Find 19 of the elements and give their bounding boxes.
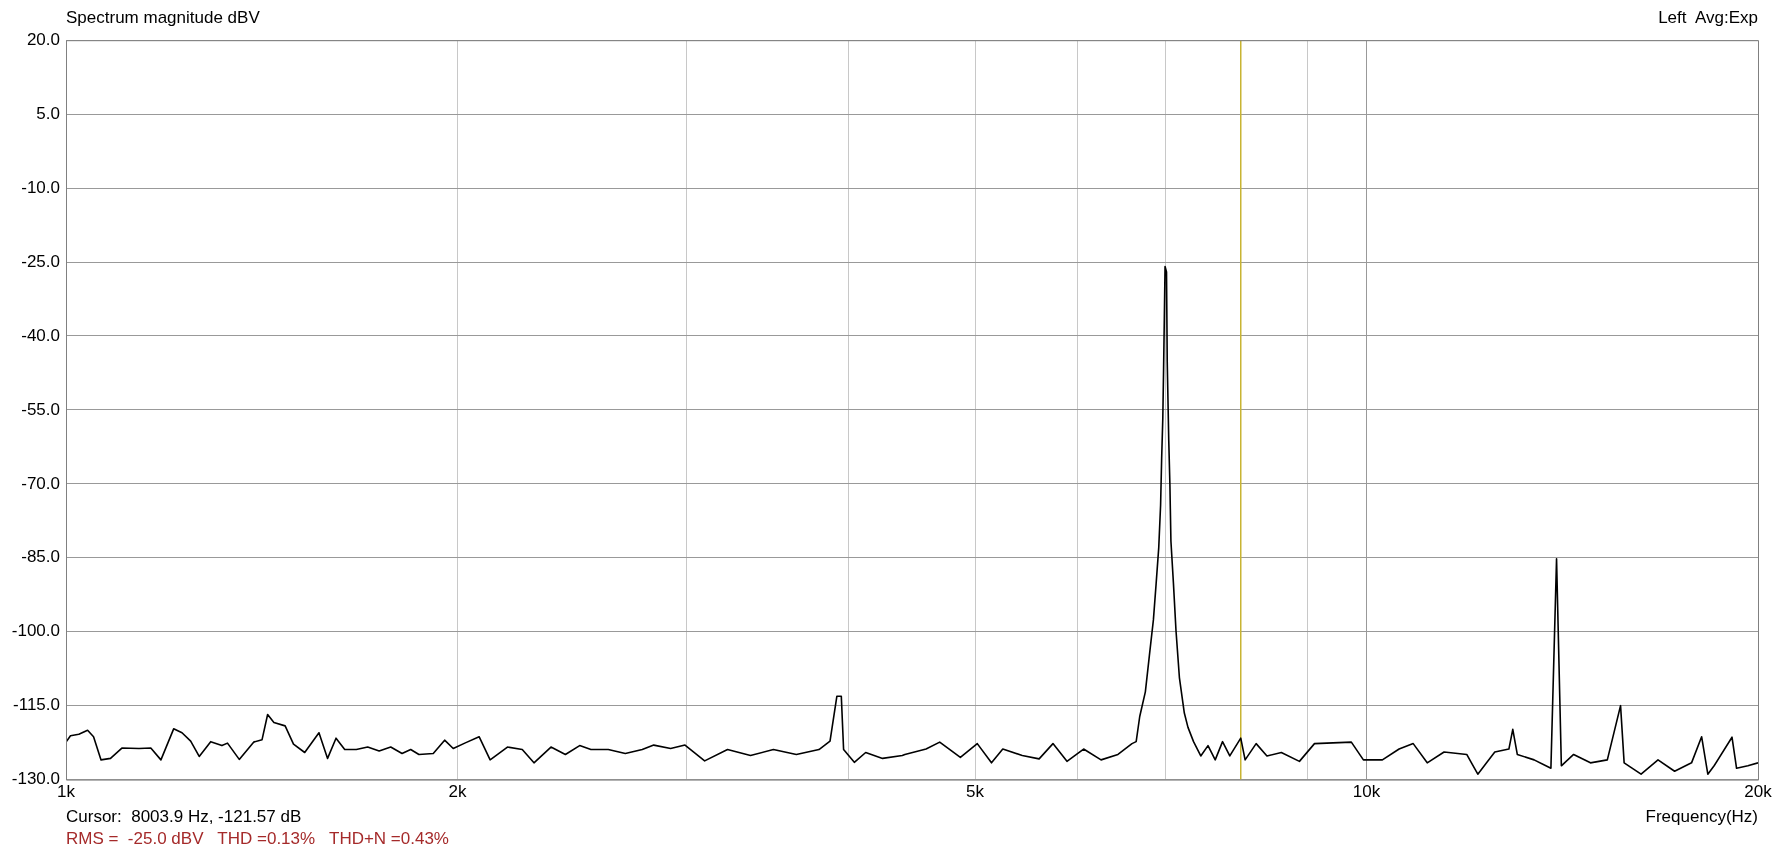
chart-title: Spectrum magnitude dBV (66, 8, 260, 29)
y-tick-label: -115.0 (13, 695, 60, 715)
y-tick-label: 20.0 (26, 29, 60, 49)
y-tick-label: -25.0 (21, 251, 60, 271)
text: Left Avg:Exp (1658, 8, 1758, 29)
y-tick-label: -100.0 (11, 621, 60, 641)
text: RMS = -25.0 dBV THD =0.13% THD+N =0.43% (66, 828, 449, 850)
y-tick-label: -10.0 (21, 177, 60, 197)
y-tick-label: -55.0 (21, 399, 60, 419)
text: Cursor: 8003.9 Hz, -121.57 dB (66, 806, 303, 828)
y-tick-label: -40.0 (21, 325, 60, 345)
x-tick-label: 2k (448, 782, 467, 802)
x-tick-label: 20k (1744, 782, 1773, 802)
x-axis-title: Frequency(Hz) (1645, 806, 1758, 828)
y-tick-label: 5.0 (36, 103, 60, 123)
x-tick-label: 10k (1352, 782, 1381, 802)
y-tick-label: -70.0 (21, 473, 60, 493)
y-tick-label: -85.0 (21, 547, 60, 567)
x-tick-label: 5k (966, 782, 985, 802)
